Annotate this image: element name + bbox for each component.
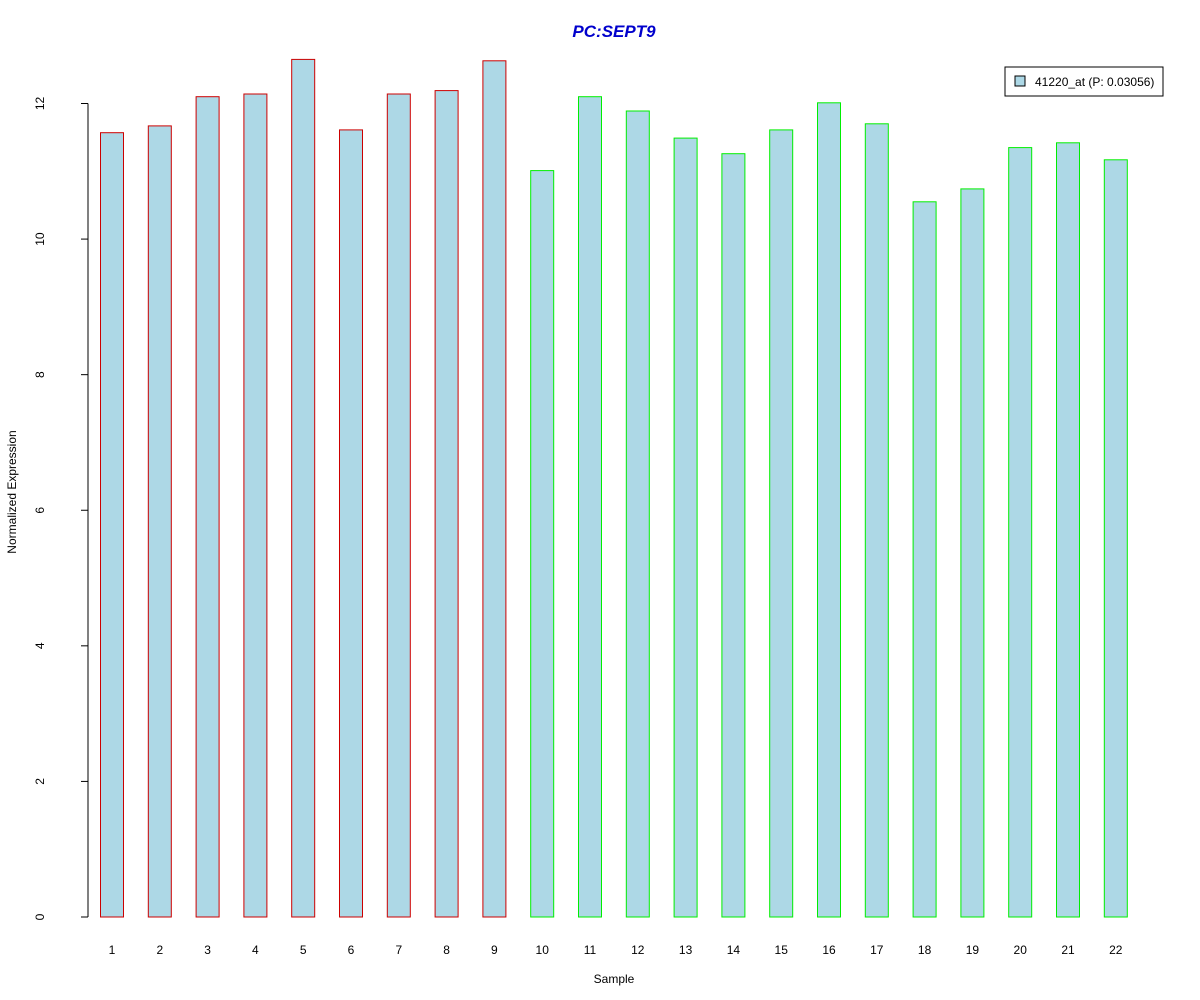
chart-title: PC:SEPT9 [572,22,656,41]
x-tick-label: 4 [252,943,259,957]
x-tick-label: 7 [395,943,402,957]
bar [578,96,602,918]
bar [386,93,411,918]
y-tick-label: 0 [33,913,47,920]
x-tick-label: 21 [1061,943,1075,957]
bar [100,132,124,918]
y-tick-label: 8 [33,371,47,378]
legend: 41220_at (P: 0.03056) [1004,66,1164,97]
x-tick-label: 13 [679,943,693,957]
bar [195,96,220,918]
x-tick-label: 18 [918,943,932,957]
bar [864,123,889,918]
x-tick-label: 17 [870,943,884,957]
bar [960,188,985,918]
bars-group [100,58,1128,918]
x-tick-label: 6 [348,943,355,957]
bar [339,129,363,918]
x-axis-tick-labels: 1 2 3 4 5 6 7 8 9 10 11 12 13 14 15 16 17 18 19 20 21 22 [109,943,1123,957]
x-tick-label: 1 [109,943,116,957]
x-tick-label: 10 [536,943,550,957]
legend-entry: 41220_at (P: 0.03056) [1035,75,1154,89]
x-tick-label: 20 [1014,943,1028,957]
x-tick-label: 5 [300,943,307,957]
y-tick-label: 6 [33,507,47,514]
x-tick-label: 19 [966,943,980,957]
bar [817,102,841,918]
y-tick-label: 2 [33,778,47,785]
x-tick-label: 3 [204,943,211,957]
x-tick-label: 11 [584,943,597,957]
x-tick-label: 22 [1109,943,1123,957]
bar [625,110,650,918]
legend-swatch [1014,75,1026,87]
x-tick-label: 8 [443,943,450,957]
bar [434,90,459,918]
legend-box [1004,66,1164,97]
bar [530,170,555,918]
y-tick-label: 4 [33,642,47,649]
x-tick-label: 12 [631,943,645,957]
bar [721,153,746,918]
x-tick-label: 9 [491,943,498,957]
bar [482,60,507,918]
bar [673,137,698,918]
x-tick-label: 14 [727,943,741,957]
bar [769,129,794,918]
y-axis: 0 2 4 6 8 10 12 [33,97,89,920]
y-tick-label: 10 [33,232,47,246]
x-tick-label: 2 [156,943,163,957]
x-axis-label: Sample [594,972,635,986]
y-tick-label: 12 [33,97,47,111]
bar [243,93,268,918]
bar [1056,142,1080,918]
x-tick-label: 16 [822,943,836,957]
y-axis-label: Normalized Expression [5,430,19,553]
bar [912,201,937,918]
x-tick-label: 15 [775,943,789,957]
bar [1008,147,1033,918]
bar [291,58,316,918]
bar [147,125,172,918]
bar [1103,159,1128,918]
